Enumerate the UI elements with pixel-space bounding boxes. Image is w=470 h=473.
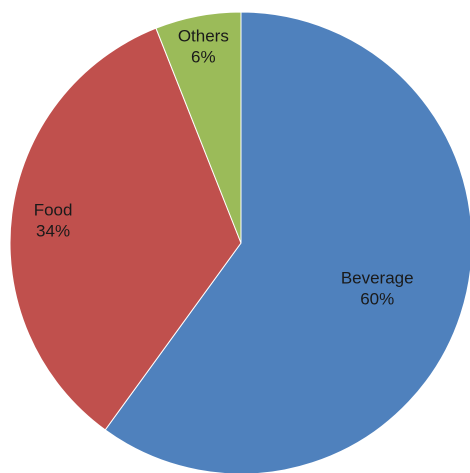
slice-label-others-percent: 6%: [191, 48, 216, 67]
pie-slices: [9, 11, 470, 473]
pie-slice-others: [155, 11, 242, 244]
slice-label-food-percent: 34%: [36, 221, 70, 240]
pie-slice-food: [9, 27, 242, 431]
slice-label-others-name: Others: [178, 27, 229, 46]
slice-label-food-name: Food: [34, 200, 73, 219]
slice-label-beverage-percent: 60%: [360, 289, 394, 308]
pie-slice-beverage: [104, 11, 470, 473]
pie-labels: Beverage 60% Food 34% Others 6%: [34, 27, 414, 309]
slice-label-beverage-name: Beverage: [341, 268, 414, 287]
